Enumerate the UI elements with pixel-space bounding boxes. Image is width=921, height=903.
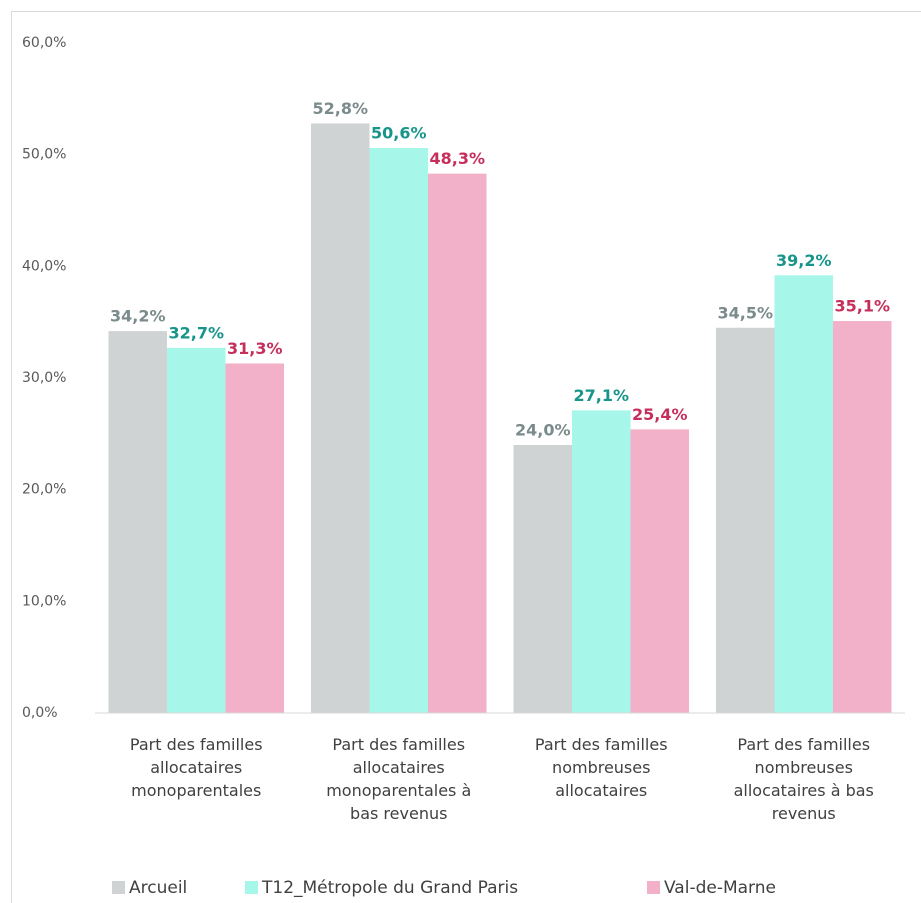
y-tick-label: 40,0%	[22, 258, 66, 274]
legend-swatch	[647, 881, 660, 894]
bar	[369, 147, 428, 713]
y-tick-label: 50,0%	[22, 147, 66, 163]
legend-swatch	[245, 881, 258, 894]
y-tick-label: 20,0%	[22, 482, 66, 498]
data-label: 27,1%	[573, 386, 629, 405]
bar	[572, 410, 631, 713]
bar	[630, 429, 689, 713]
y-tick-label: 10,0%	[22, 593, 66, 609]
x-tick-label: Part des familles allocataires monoparenta…	[130, 735, 263, 800]
y-tick-label: 0,0%	[22, 705, 58, 721]
legend-label: T12_Métropole du Grand Paris	[261, 878, 518, 898]
bar	[108, 331, 167, 713]
legend-swatch	[112, 881, 125, 894]
data-label: 34,2%	[110, 307, 166, 326]
y-tick-label: 60,0%	[22, 35, 66, 51]
data-label: 24,0%	[515, 421, 571, 440]
data-label: 31,3%	[227, 339, 283, 358]
x-tick-label: Part des familles nombreuses allocataires …	[734, 735, 874, 823]
data-label: 52,8%	[312, 99, 368, 118]
bar	[167, 347, 226, 713]
data-label: 50,6%	[371, 123, 427, 142]
bar	[311, 123, 370, 713]
legend-label: Arcueil	[129, 878, 187, 898]
data-label: 39,2%	[776, 251, 832, 270]
data-label: 34,5%	[717, 303, 773, 322]
data-label: 32,7%	[168, 323, 224, 342]
bar	[774, 275, 833, 713]
legend-label: Val-de-Marne	[664, 878, 776, 898]
y-tick-label: 30,0%	[22, 370, 66, 386]
x-tick-label: Part des familles nombreuses allocataires	[535, 735, 668, 800]
data-label: 35,1%	[834, 297, 890, 316]
bar	[513, 445, 572, 713]
bar	[225, 363, 284, 713]
bar	[428, 173, 487, 713]
data-label: 25,4%	[632, 405, 688, 424]
chart-frame	[11, 11, 921, 903]
bar	[716, 327, 775, 713]
bar	[833, 321, 892, 713]
x-tick-label: Part des familles allocataires monoparenta…	[326, 735, 471, 823]
data-label: 48,3%	[429, 149, 485, 168]
